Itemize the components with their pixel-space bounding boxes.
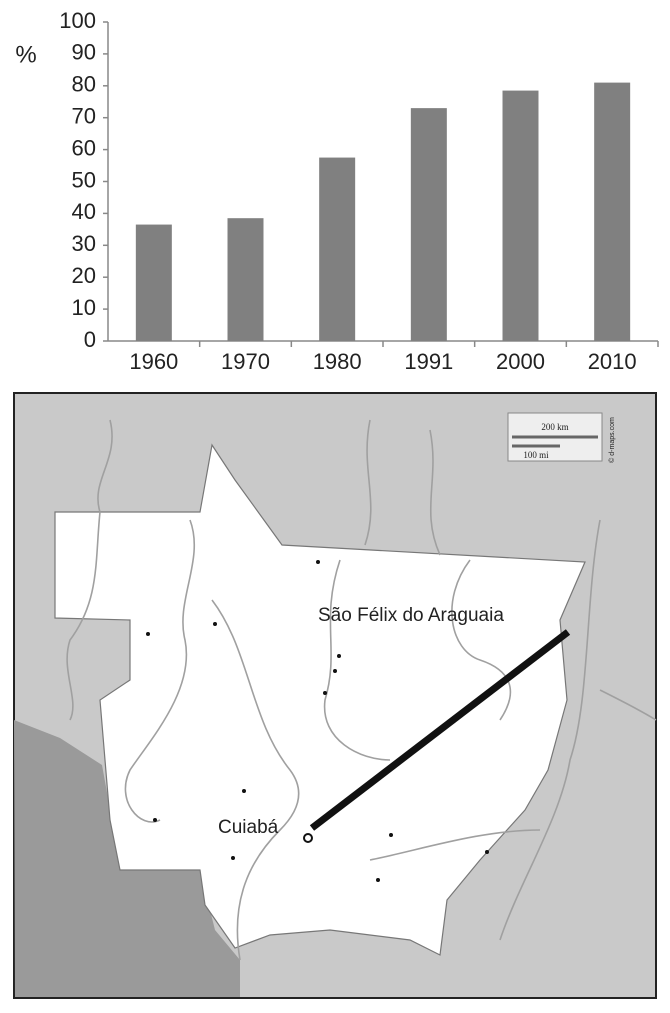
river [369, 829, 541, 861]
river [599, 689, 657, 721]
city-label: Cuiabá [218, 817, 279, 838]
map: São Félix do Araguaia Cuiabá 200 km 100 … [13, 392, 657, 999]
scale-label: 200 km [541, 422, 568, 432]
x-tick-label: 1960 [129, 349, 178, 374]
city-label: São Félix do Araguaia [318, 605, 504, 626]
y-tick-label: 0 [84, 327, 96, 352]
river [211, 599, 300, 961]
bar [135, 224, 172, 341]
distance-line [309, 629, 571, 831]
bar-chart: % 0 10 20 30 40 50 60 70 80 90 100 1960 1970 1980 1991… [15, 8, 659, 374]
y-tick-label: 90 [72, 40, 96, 65]
y-tick-label: 30 [72, 231, 96, 256]
bar [319, 157, 356, 341]
bar [502, 90, 539, 342]
town-dots [146, 560, 489, 882]
y-tick-label: 20 [72, 263, 96, 288]
x-tick-label: 1970 [221, 349, 270, 374]
y-tick-label: 80 [72, 72, 96, 97]
x-tick-label: 2010 [588, 349, 637, 374]
river [364, 419, 372, 546]
y-tick-label: 60 [72, 135, 96, 160]
bar [410, 108, 447, 341]
map-credit: © d-maps.com [608, 417, 616, 463]
y-tick-label: 100 [59, 8, 96, 33]
neighbor-country [14, 720, 240, 997]
x-tick-label: 1980 [313, 349, 362, 374]
river [124, 519, 195, 823]
x-tick-label: 2000 [496, 349, 545, 374]
river [451, 559, 512, 721]
bar [227, 218, 264, 341]
scale-label: 100 mi [523, 450, 549, 460]
river [499, 519, 601, 941]
state-shape [54, 443, 586, 956]
bar [594, 82, 631, 342]
river [323, 559, 391, 761]
y-tick-label: 10 [72, 295, 96, 320]
y-axis-label: % [15, 41, 36, 68]
y-tick-label: 40 [72, 199, 96, 224]
river [66, 511, 101, 721]
capital-marker [303, 833, 313, 843]
x-tick-label: 1991 [404, 349, 453, 374]
river [97, 419, 113, 513]
y-tick-label: 50 [72, 167, 96, 192]
y-tick-label: 70 [72, 104, 96, 129]
river [429, 429, 441, 556]
